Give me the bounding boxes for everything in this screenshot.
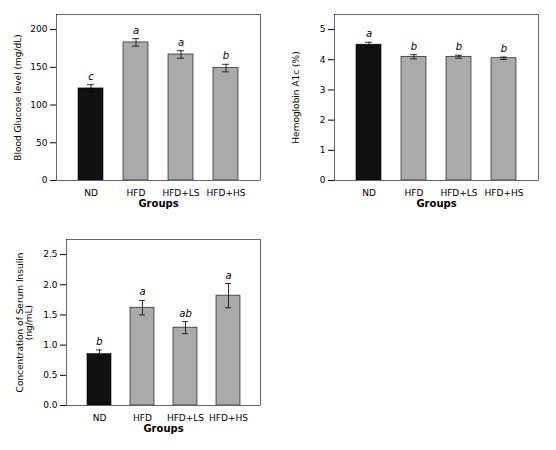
svg-text:HFD: HFD xyxy=(405,188,424,198)
svg-text:Blood Glucose level (mg/dL): Blood Glucose level (mg/dL) xyxy=(13,34,23,161)
svg-text:3: 3 xyxy=(320,85,326,95)
svg-text:HFD+HS: HFD+HS xyxy=(485,188,524,198)
svg-text:2.5: 2.5 xyxy=(43,249,57,259)
svg-text:Groups: Groups xyxy=(416,198,456,209)
svg-text:a: a xyxy=(225,270,231,281)
svg-text:HFD: HFD xyxy=(127,188,146,198)
svg-text:0: 0 xyxy=(42,175,48,185)
svg-text:ND: ND xyxy=(84,188,98,198)
svg-text:1.0: 1.0 xyxy=(43,340,58,350)
svg-text:5: 5 xyxy=(320,24,326,34)
svg-text:b: b xyxy=(411,41,417,52)
svg-text:50: 50 xyxy=(36,138,48,148)
svg-text:0: 0 xyxy=(320,175,326,185)
svg-text:4: 4 xyxy=(320,55,326,65)
svg-text:100: 100 xyxy=(30,100,47,110)
svg-text:HFD+HS: HFD+HS xyxy=(207,188,246,198)
svg-text:Hemoglobin A1c (%): Hemoglobin A1c (%) xyxy=(291,51,301,143)
svg-text:a: a xyxy=(139,286,145,297)
svg-text:2.0: 2.0 xyxy=(43,280,58,290)
svg-text:a: a xyxy=(133,25,139,36)
svg-text:a: a xyxy=(178,37,184,48)
svg-text:2: 2 xyxy=(320,115,326,125)
svg-text:1: 1 xyxy=(320,145,326,155)
svg-text:0.0: 0.0 xyxy=(43,400,58,410)
svg-text:b: b xyxy=(501,43,507,54)
svg-text:ab: ab xyxy=(179,308,191,319)
svg-text:0.5: 0.5 xyxy=(43,370,57,380)
svg-text:b: b xyxy=(456,41,462,52)
svg-text:b: b xyxy=(223,50,229,61)
svg-text:Groups: Groups xyxy=(143,423,183,434)
svg-text:c: c xyxy=(88,71,94,82)
svg-text:ND: ND xyxy=(362,188,376,198)
svg-text:1.5: 1.5 xyxy=(43,310,57,320)
svg-text:Groups: Groups xyxy=(138,198,178,209)
svg-text:b: b xyxy=(96,336,102,347)
svg-text:Concentration of Serum Insulin: Concentration of Serum Insulin(ng/mL) xyxy=(15,253,34,393)
svg-text:HFD+LS: HFD+LS xyxy=(440,188,477,198)
svg-text:HFD+LS: HFD+LS xyxy=(167,413,204,423)
svg-text:HFD+LS: HFD+LS xyxy=(162,188,199,198)
svg-text:HFD: HFD xyxy=(133,413,152,423)
svg-text:150: 150 xyxy=(30,62,47,72)
svg-text:200: 200 xyxy=(30,24,47,34)
svg-text:HFD+HS: HFD+HS xyxy=(209,413,248,423)
svg-text:ND: ND xyxy=(93,413,107,423)
svg-text:a: a xyxy=(366,28,372,39)
